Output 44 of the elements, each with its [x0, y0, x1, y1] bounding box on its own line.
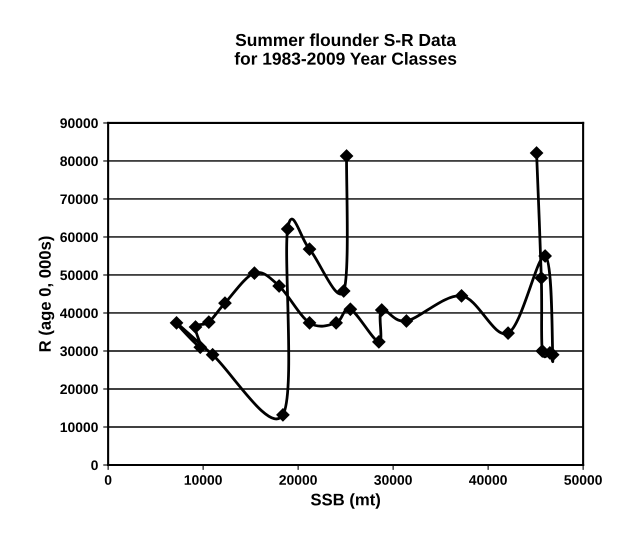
- point: [400, 314, 414, 328]
- point: [202, 316, 216, 329]
- point: [206, 348, 220, 362]
- point: [218, 296, 232, 310]
- x-tick-label: 20000: [279, 475, 317, 485]
- point: [530, 146, 544, 160]
- point: [344, 302, 357, 316]
- y-tick-label: 30000: [60, 346, 98, 356]
- point: [281, 222, 294, 236]
- point: [272, 279, 286, 293]
- y-tick-label: 20000: [60, 384, 98, 394]
- point: [536, 344, 549, 358]
- y-tick-label: 50000: [60, 270, 98, 280]
- point: [330, 316, 343, 330]
- point: [501, 326, 515, 340]
- y-tick-label: 40000: [60, 308, 98, 318]
- x-tick-label: 30000: [374, 475, 412, 485]
- point: [188, 320, 202, 334]
- point: [302, 242, 316, 256]
- point: [375, 303, 388, 317]
- point: [337, 284, 350, 298]
- point: [372, 335, 386, 348]
- y-tick-label: 80000: [60, 156, 98, 166]
- x-axis-title: SSB (mt): [310, 493, 380, 509]
- chart-title: Summer flounder S-R Data for 1983-2009 Year Classes: [234, 33, 456, 65]
- point: [302, 316, 316, 330]
- point: [454, 289, 468, 302]
- point: [170, 316, 184, 330]
- point: [534, 271, 548, 285]
- point: [248, 266, 262, 280]
- point: [276, 408, 290, 422]
- x-tick-label: 0: [104, 475, 112, 485]
- x-tick-label: 50000: [564, 475, 602, 485]
- point: [538, 249, 552, 263]
- y-tick-label: 10000: [60, 422, 98, 432]
- y-axis-title: R (age 0, 000s): [38, 236, 54, 352]
- y-tick-label: 0: [91, 460, 98, 470]
- x-tick-label: 10000: [184, 475, 222, 485]
- y-tick-label: 70000: [60, 194, 98, 204]
- x-tick-label: 40000: [469, 475, 507, 485]
- y-tick-label: 60000: [60, 232, 98, 242]
- y-tick-label: 90000: [60, 118, 98, 128]
- point: [340, 149, 354, 163]
- point: [194, 340, 207, 354]
